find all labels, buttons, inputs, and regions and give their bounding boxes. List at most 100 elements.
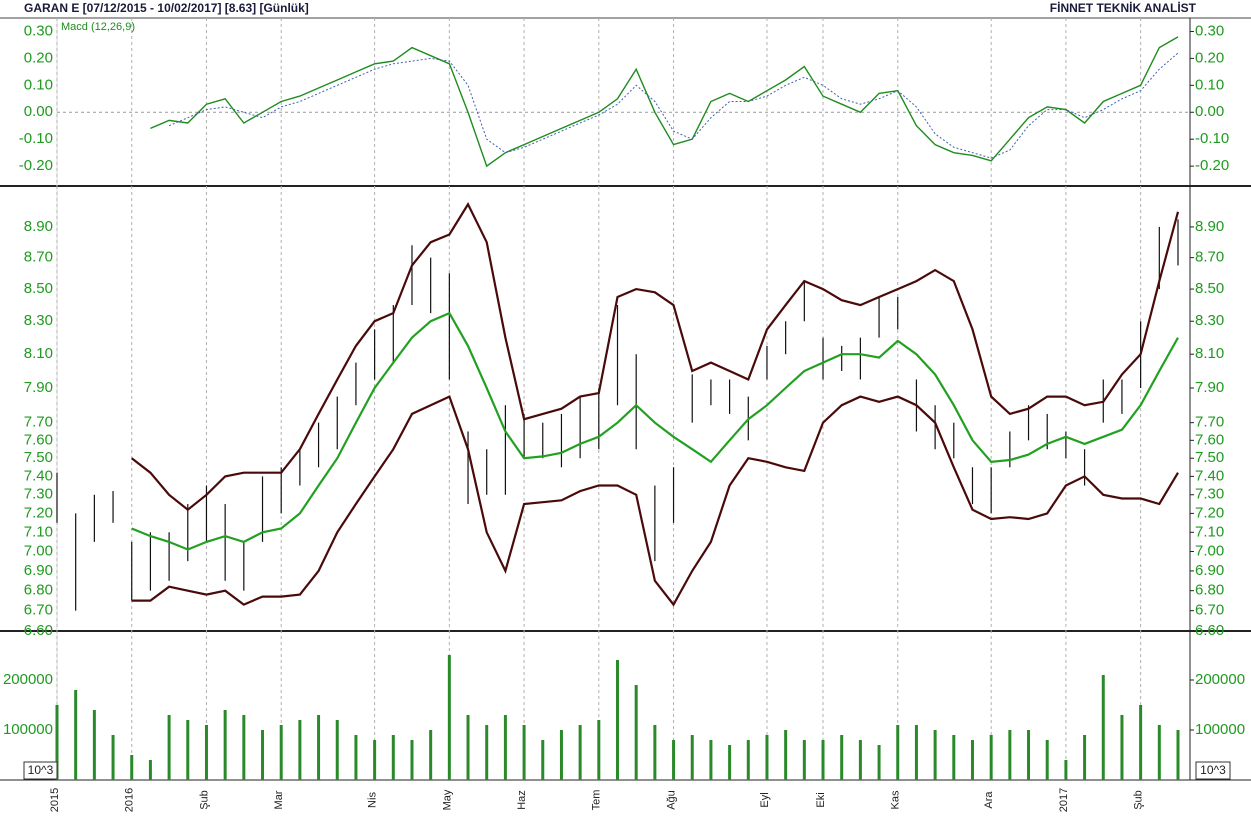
x-tick-label: Ağu [665, 790, 677, 810]
y-tick-label: 0.10 [1195, 76, 1224, 93]
y-tick-label: 7.00 [1195, 542, 1224, 559]
y-tick-label: 100000 [3, 721, 53, 738]
volume-bar [429, 730, 433, 780]
x-tick-label: Eyl [759, 792, 771, 807]
volume-bar [298, 720, 302, 780]
x-tick-label: 2015 [49, 788, 61, 812]
unit-box [1195, 761, 1231, 780]
y-tick-label: 0.30 [24, 22, 53, 39]
volume-bar [1083, 735, 1087, 780]
y-tick-label: 6.70 [24, 602, 53, 619]
volume-bar [204, 725, 208, 780]
y-tick-label: 7.50 [24, 449, 53, 466]
volume-bar [802, 740, 806, 780]
y-tick-label: 7.40 [24, 467, 53, 484]
unit-label: 10^3 [1200, 763, 1226, 777]
volume-bar [335, 720, 339, 780]
unit-box [23, 761, 58, 780]
x-tick-label: Nis [367, 792, 379, 808]
y-tick-label: 7.50 [1195, 449, 1224, 466]
volume-bar [690, 735, 694, 780]
volume-bar [858, 740, 862, 780]
y-tick-label: 7.60 [24, 431, 53, 448]
y-tick-label: 6.60 [1195, 622, 1224, 639]
volume-bar [896, 725, 900, 780]
volume-bar [130, 755, 134, 780]
volume-bar [1139, 705, 1143, 780]
series-line [168, 52, 1179, 159]
y-tick-label: 7.90 [24, 379, 53, 396]
y-tick-label: 8.30 [24, 312, 53, 329]
y-tick-label: 7.30 [1195, 486, 1224, 503]
volume-bar [952, 735, 956, 780]
volume-bar [840, 735, 844, 780]
volume-bar [261, 730, 265, 780]
volume-bar [354, 735, 358, 780]
volume-bar [616, 660, 619, 780]
y-tick-label: 8.10 [24, 345, 53, 362]
y-tick-label: 0.00 [24, 103, 53, 120]
y-tick-label: 7.20 [1195, 504, 1224, 521]
volume-bar [186, 720, 190, 780]
x-tick-label: Şub [198, 790, 210, 810]
y-tick-label: -0.10 [1195, 130, 1229, 147]
y-tick-label: 7.70 [24, 414, 53, 431]
volume-bar [672, 740, 676, 780]
volume-bar [746, 740, 750, 780]
x-tick-label: Tem [591, 790, 603, 811]
volume-bar [578, 725, 582, 780]
y-tick-label: 0.10 [24, 76, 53, 93]
y-tick-label: 200000 [3, 671, 53, 688]
y-tick-label: 0.20 [24, 49, 53, 66]
volume-bar [466, 715, 470, 780]
volume-bar [317, 715, 321, 780]
volume-bar [111, 735, 115, 780]
y-tick-label: 0.00 [1195, 103, 1224, 120]
volume-bar [914, 725, 918, 780]
volume-bar [410, 740, 414, 780]
y-tick-label: 7.10 [24, 523, 53, 540]
y-tick-label: 7.70 [1195, 414, 1224, 431]
volume-bar [559, 730, 563, 780]
y-tick-label: 8.50 [1195, 280, 1224, 297]
volume-bar [877, 745, 881, 780]
volume-bar [447, 655, 451, 780]
unit-label: 10^3 [28, 763, 54, 777]
y-tick-label: 7.30 [24, 486, 53, 503]
series-line [131, 202, 1180, 512]
volume-bar [223, 710, 227, 780]
volume-bar [1045, 740, 1049, 780]
y-tick-label: 0.20 [1195, 49, 1224, 66]
volume-bar [1157, 725, 1161, 780]
x-tick-label: Mar [273, 790, 285, 809]
y-tick-label: 7.60 [1195, 431, 1224, 448]
volume-bar [821, 740, 825, 780]
y-tick-label: 8.50 [24, 280, 53, 297]
volume-bar [765, 735, 769, 780]
panel-title: Macd (12,26,9) [61, 21, 135, 33]
y-tick-label: 6.90 [24, 562, 53, 579]
volume-bar [373, 740, 377, 780]
source: FİNNET TEKNİK ANALİST [1050, 0, 1197, 15]
y-tick-label: 7.10 [1195, 523, 1224, 540]
volume-bar [485, 725, 489, 780]
y-tick-label: 8.70 [1195, 249, 1224, 266]
volume-bar [933, 730, 937, 780]
volume-bar [92, 710, 96, 780]
chart-title: GARAN E [07/12/2015 - 10/02/2017] [8.63]… [24, 1, 309, 15]
volume-bar [1008, 730, 1012, 780]
series-line [131, 395, 1179, 607]
volume-bar [1027, 730, 1031, 780]
volume-bar [74, 690, 78, 780]
y-tick-label: 0.30 [1195, 22, 1224, 39]
y-tick-label: 8.90 [1195, 218, 1224, 235]
y-tick-label: 7.20 [24, 504, 53, 521]
y-tick-label: 8.70 [24, 249, 53, 266]
x-tick-label: 2017 [1058, 788, 1070, 812]
x-tick-label: Ara [983, 791, 995, 809]
volume-bar [503, 715, 507, 780]
y-tick-label: -0.10 [19, 130, 53, 147]
volume-bar [279, 725, 283, 780]
y-tick-label: -0.20 [1195, 157, 1229, 174]
